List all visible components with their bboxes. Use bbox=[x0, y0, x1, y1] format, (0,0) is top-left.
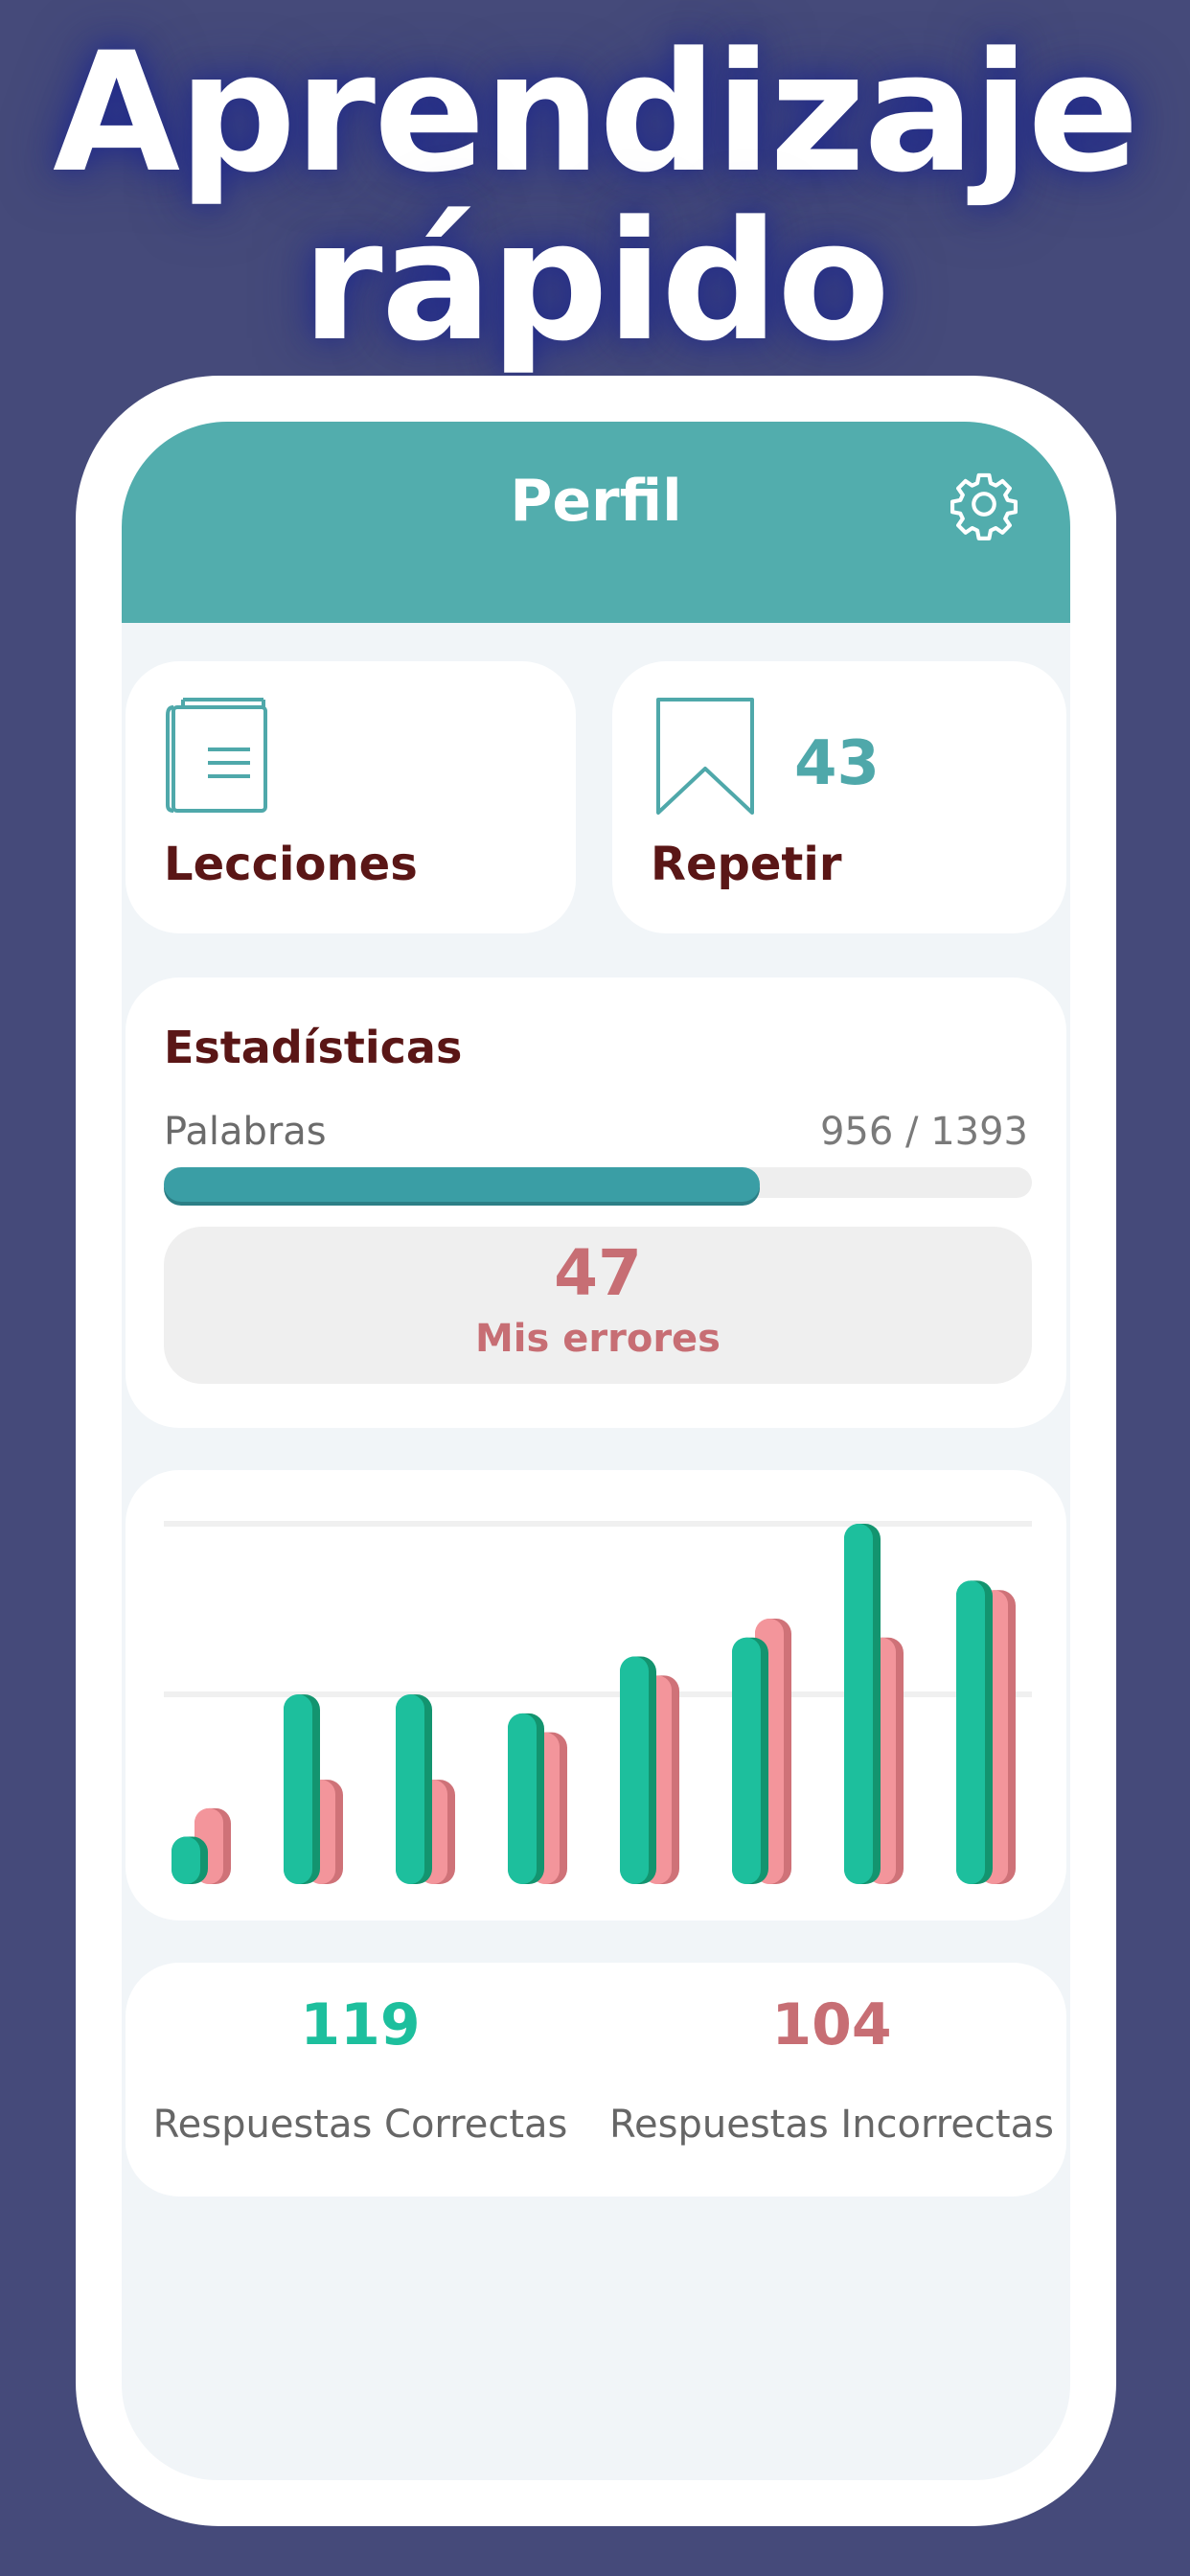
lessons-card[interactable]: Lecciones bbox=[126, 661, 576, 933]
correct-bar bbox=[844, 1524, 881, 1884]
words-progress-fill bbox=[164, 1167, 760, 1202]
words-progress-bar bbox=[164, 1167, 1032, 1202]
errors-count: 47 bbox=[554, 1236, 642, 1310]
app-screen: Perfil Lecciones bbox=[122, 422, 1070, 2480]
lessons-label: Lecciones bbox=[164, 838, 418, 891]
correct-bar bbox=[956, 1580, 993, 1884]
top-bar: Perfil bbox=[122, 422, 1070, 623]
headline-line-1: Aprendizaje bbox=[52, 16, 1139, 209]
correct-bar bbox=[396, 1694, 432, 1884]
correct-count: 119 bbox=[300, 1991, 421, 2058]
chart-card bbox=[126, 1470, 1066, 1920]
stats-title: Estadísticas bbox=[164, 1022, 463, 1073]
phone-frame: Perfil Lecciones bbox=[76, 376, 1116, 2526]
correct-bar bbox=[620, 1656, 656, 1884]
page-title: Perfil bbox=[510, 468, 682, 535]
correct-bar bbox=[508, 1713, 544, 1884]
repeat-card[interactable]: 43 Repetir bbox=[612, 661, 1066, 933]
headline-line-2: rápido bbox=[301, 185, 890, 378]
words-count: 956 / 1393 bbox=[819, 1110, 1028, 1154]
errors-label: Mis errores bbox=[475, 1317, 721, 1361]
correct-bar bbox=[732, 1637, 768, 1884]
answers-chart bbox=[164, 1521, 1032, 1884]
words-label: Palabras bbox=[164, 1110, 327, 1154]
answers-card: 119 104 Respuestas Correctas Respuestas … bbox=[126, 1963, 1066, 2196]
stats-card: Estadísticas Palabras 956 / 1393 47 Mis … bbox=[126, 978, 1066, 1428]
headline: Aprendizaje rápido bbox=[0, 29, 1190, 366]
my-errors-button[interactable]: 47 Mis errores bbox=[164, 1227, 1032, 1384]
correct-bar bbox=[284, 1694, 320, 1884]
incorrect-count: 104 bbox=[771, 1991, 892, 2058]
repeat-label: Repetir bbox=[651, 838, 842, 891]
correct-label: Respuestas Correctas bbox=[152, 2103, 568, 2147]
bookmark-icon bbox=[656, 698, 754, 815]
gear-icon[interactable] bbox=[948, 468, 1020, 540]
repeat-count: 43 bbox=[794, 728, 881, 799]
incorrect-label: Respuestas Incorrectas bbox=[609, 2103, 1054, 2147]
correct-bar bbox=[172, 1836, 208, 1884]
book-icon bbox=[166, 698, 267, 813]
